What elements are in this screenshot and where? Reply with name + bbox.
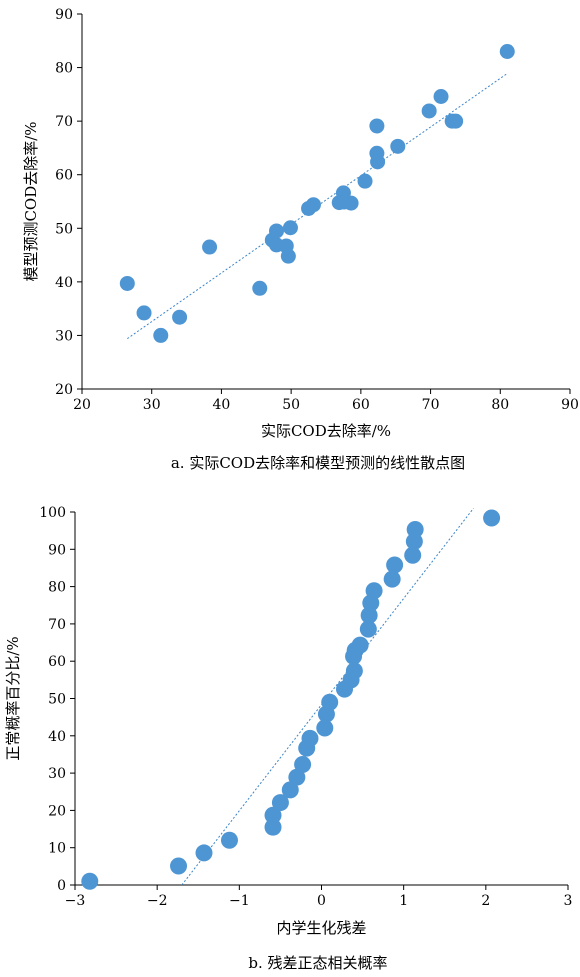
chart-a-x-tick-label: 70: [422, 397, 440, 413]
chart-b-point: [301, 729, 319, 747]
chart-a-y-tick-label: 40: [55, 275, 73, 291]
chart-a-point: [172, 309, 188, 325]
chart-b-point: [316, 719, 334, 737]
chart-b-point: [294, 756, 312, 774]
chart-b-y-tick-label: 70: [48, 617, 66, 633]
chart-b-point: [406, 521, 424, 539]
chart-b-point: [170, 857, 188, 875]
chart-a-y-tick-label: 60: [55, 168, 73, 184]
chart-b-point: [281, 781, 299, 799]
chart-b-point: [365, 582, 383, 600]
chart-b-point: [359, 620, 377, 638]
chart-a-x-tick-label: 50: [282, 397, 300, 413]
chart-b-point: [271, 794, 289, 812]
chart-b-y-tick-label: 60: [48, 654, 66, 670]
chart-b-y-tick-label: 0: [57, 878, 66, 894]
chart-b-point: [386, 556, 404, 574]
chart-a-y-tick-label: 90: [55, 7, 73, 23]
chart-b-x-axis-title: 内学生化残差: [276, 919, 366, 937]
chart-a-y-tick-label: 50: [55, 221, 73, 237]
chart-b-y-tick-label: 50: [48, 692, 66, 708]
chart-b-x-tick-label: 0: [317, 893, 326, 909]
chart-a-point: [370, 154, 386, 170]
chart-a-x-tick-label: 60: [352, 397, 370, 413]
chart-a-point: [202, 239, 218, 255]
chart-a-point: [390, 138, 406, 154]
chart-a-point: [280, 248, 296, 264]
chart-a-y-tick-label: 80: [55, 61, 73, 77]
chart-b-point: [483, 509, 501, 527]
chart-b-point: [264, 818, 282, 836]
chart-a-point: [343, 195, 359, 211]
chart-b-x-tick-label: 2: [481, 893, 490, 909]
chart-b-y-tick-label: 80: [48, 580, 66, 596]
chart-b-x-tick-label: 3: [564, 893, 573, 909]
chart-a-point: [282, 220, 298, 236]
chart-a-y-tick-label: 70: [55, 114, 73, 130]
chart-a-x-tick-label: 80: [491, 397, 509, 413]
chart-a-y-axis-title: 模型预测COD去除率/%: [22, 121, 40, 281]
chart-b-point: [195, 844, 213, 862]
chart-b-point: [321, 693, 339, 711]
chart-b-normal-probability: 0 10 20 30 40 50 60 70 80 90 100 −3 −2 −1 0 1 2 3 内学生化残差 正常…: [4, 505, 572, 972]
chart-b-y-tick-label: 30: [48, 766, 66, 782]
chart-a-x-tick-label: 90: [561, 397, 579, 413]
chart-a-point: [357, 173, 373, 189]
chart-b-trendline: [181, 507, 474, 886]
chart-a-point: [119, 275, 135, 291]
chart-b-point: [264, 806, 282, 824]
chart-a-point: [369, 118, 385, 134]
chart-b-x-tick-label: −2: [147, 893, 168, 909]
chart-b-point: [351, 636, 369, 654]
chart-a-caption: a. 实际COD去除率和模型预测的线性散点图: [171, 454, 465, 472]
chart-b-point: [383, 570, 401, 588]
chart-a-x-tick-label: 40: [213, 397, 231, 413]
chart-a-point: [448, 113, 464, 129]
chart-a-scatter: 20 30 40 50 60 70 80 90 20 30 40 50 60 70 80 90 实际COD去除率…: [22, 7, 579, 472]
chart-b-point: [220, 831, 238, 849]
chart-b-y-tick-label: 20: [48, 803, 66, 819]
chart-a-point: [305, 197, 321, 213]
chart-b-caption: b. 残差正态相关概率: [248, 954, 387, 972]
chart-a-x-axis-title: 实际COD去除率/%: [261, 422, 391, 440]
chart-a-point: [269, 223, 285, 239]
chart-b-y-tick-label: 90: [48, 542, 66, 558]
chart-b-y-tick-label: 40: [48, 729, 66, 745]
chart-b-point: [288, 768, 306, 786]
chart-b-y-tick-label: 10: [48, 841, 66, 857]
chart-a-x-tick-label: 20: [73, 397, 91, 413]
chart-b-point: [345, 662, 363, 680]
chart-a-point: [433, 89, 449, 104]
chart-b-point: [81, 872, 99, 890]
chart-a-point: [136, 305, 152, 321]
chart-b-point: [404, 546, 422, 564]
chart-a-point: [252, 280, 268, 296]
chart-b-x-tick-label: −1: [229, 893, 250, 909]
chart-a-point: [421, 103, 437, 119]
chart-a-trendline: [127, 73, 508, 340]
chart-b-x-tick-label: 1: [399, 893, 408, 909]
chart-b-y-tick-label: 100: [39, 505, 66, 521]
chart-a-point: [153, 327, 169, 343]
chart-b-y-axis-title: 正常概率百分比/%: [4, 636, 22, 760]
chart-b-x-tick-label: −3: [65, 893, 86, 909]
chart-a-y-tick-label: 20: [55, 382, 73, 398]
chart-a-point: [499, 44, 515, 59]
chart-a-x-tick-label: 30: [143, 397, 161, 413]
chart-a-y-tick-label: 30: [55, 328, 73, 344]
